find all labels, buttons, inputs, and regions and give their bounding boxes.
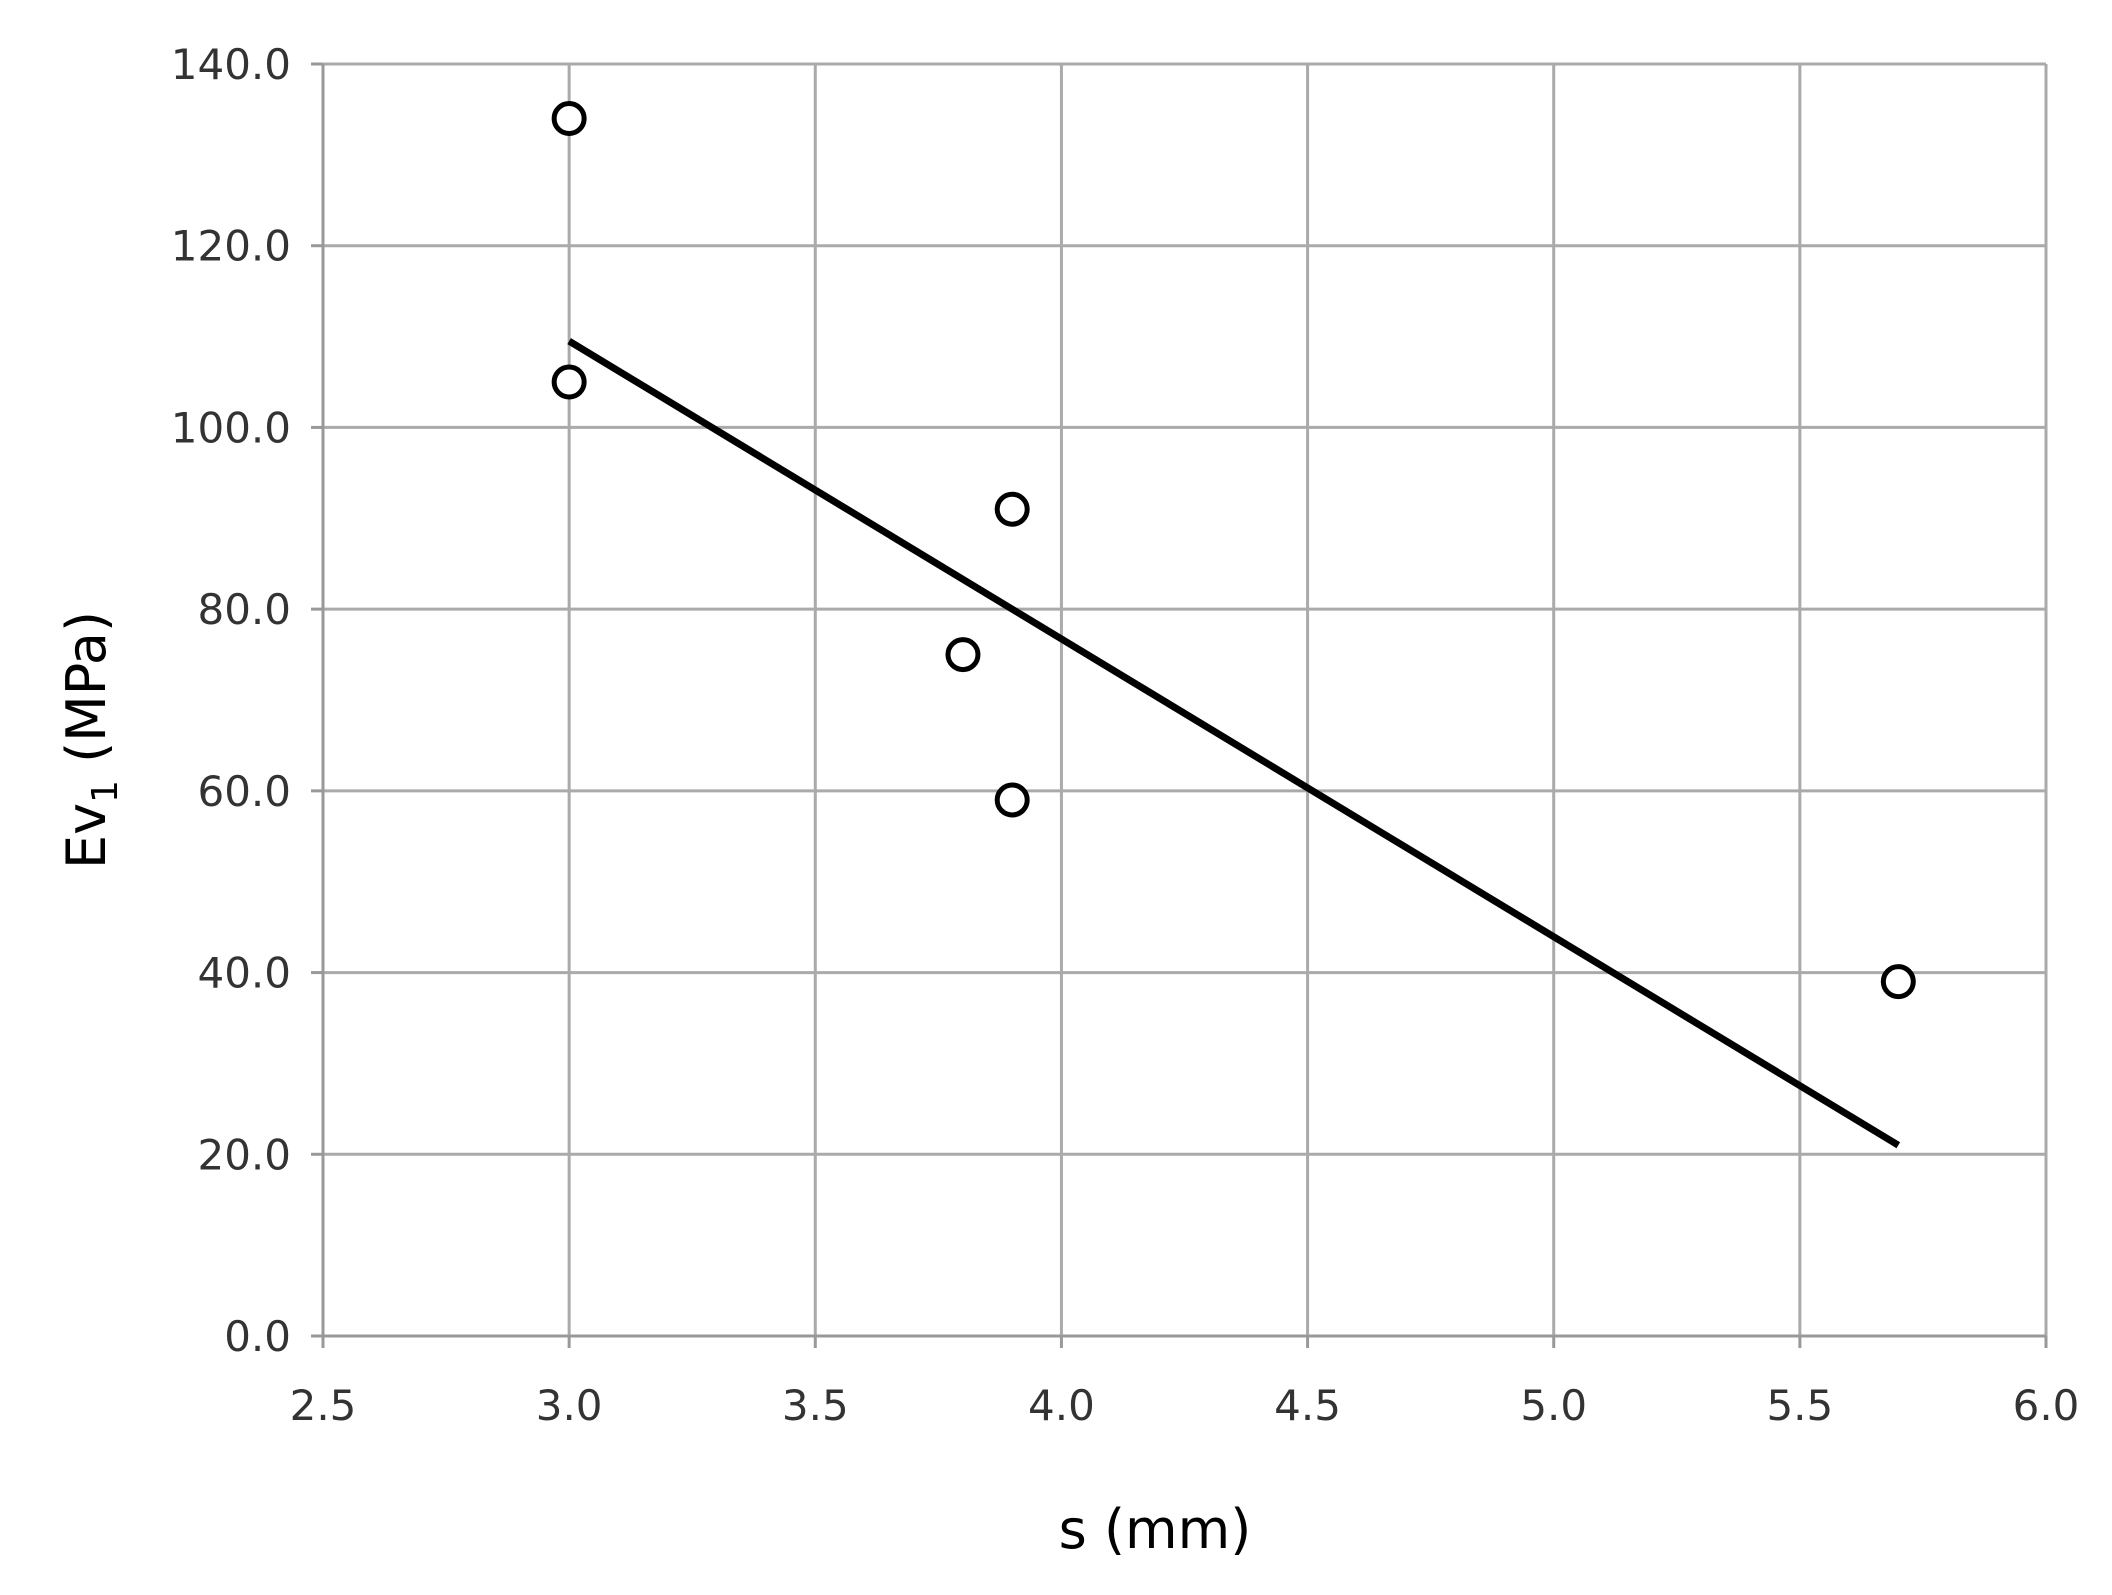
y-tick-label: 60.0 xyxy=(197,767,291,816)
trendline xyxy=(567,338,1901,1149)
x-tick-label: 4.0 xyxy=(1028,1381,1095,1430)
x-tick-label: 6.0 xyxy=(2013,1381,2080,1430)
y-tick-label: 20.0 xyxy=(197,1130,291,1179)
x-tick-label: 5.0 xyxy=(1520,1381,1587,1430)
y-tick-label: 140.0 xyxy=(171,40,291,89)
data-point xyxy=(994,782,1030,818)
y-axis-title-sub: 1 xyxy=(85,780,126,803)
x-axis-title: s (mm) xyxy=(1059,1498,1252,1561)
data-point xyxy=(945,637,981,673)
y-axis-title-rest: (MPa) xyxy=(55,611,118,780)
y-tick-label: 100.0 xyxy=(171,403,291,452)
data-points xyxy=(551,101,1916,1000)
x-tick-label: 5.5 xyxy=(1766,1381,1833,1430)
axes xyxy=(311,62,2048,1348)
trendline-group xyxy=(567,338,1901,1149)
data-point xyxy=(994,491,1030,527)
grid-lines xyxy=(323,62,2048,1336)
data-point xyxy=(1880,964,1916,1000)
data-point xyxy=(551,101,587,137)
x-tick-label: 3.5 xyxy=(782,1381,849,1430)
x-tick-label: 4.5 xyxy=(1274,1381,1341,1430)
y-tick-label: 80.0 xyxy=(197,585,291,634)
y-tick-label: 40.0 xyxy=(197,949,291,998)
x-tick-label: 2.5 xyxy=(290,1381,357,1430)
y-axis-title-main: Ev xyxy=(55,803,118,869)
y-tick-label: 120.0 xyxy=(171,222,291,271)
tick-labels: 2.5 3.0 3.5 4.0 4.5 5.0 5.5 6.0 0.0 20.0 40.0 60.0 8… xyxy=(171,40,2080,1430)
y-axis-title: Ev1 (MPa) xyxy=(55,611,126,869)
y-tick-label: 0.0 xyxy=(224,1312,291,1361)
data-point xyxy=(551,364,587,400)
x-tick-label: 3.0 xyxy=(536,1381,603,1430)
